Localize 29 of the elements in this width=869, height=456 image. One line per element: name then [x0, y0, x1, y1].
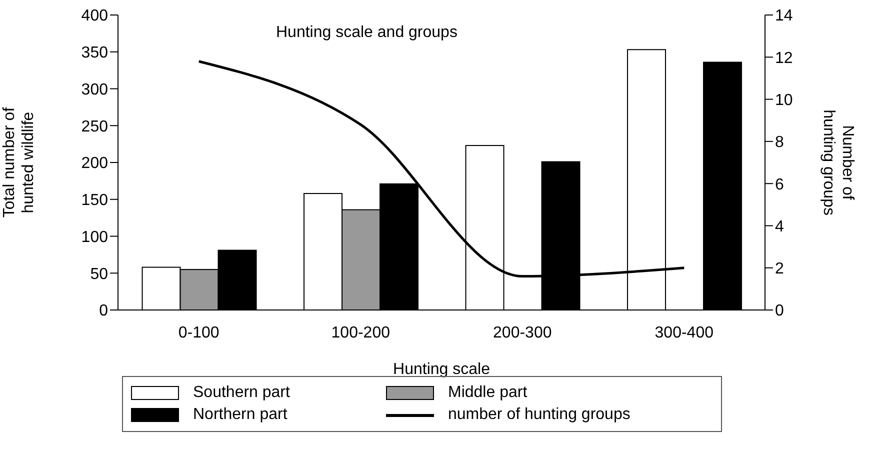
y-tick-label: 100 [81, 228, 108, 246]
y2-tick-label: 8 [775, 134, 784, 152]
y2-tick-label: 14 [775, 8, 793, 25]
x-tick-label: 0-100 [178, 324, 220, 342]
y2-tick-label: 6 [775, 176, 784, 194]
y2-axis-title: Number of hunting groups [820, 110, 856, 216]
legend-label: Northern part [193, 406, 288, 424]
x-tick-label: 200-300 [493, 324, 552, 342]
y2-tick-label: 12 [775, 50, 793, 67]
legend-label: Middle part [448, 384, 528, 402]
y-tick-label: 50 [90, 266, 108, 283]
y-tick-label: 0 [99, 302, 108, 320]
y-axis-title: Total number of hunted wildlife [1, 106, 37, 218]
y2-tick-label: 0 [775, 302, 784, 320]
y2-tick-label: 2 [775, 260, 784, 278]
y-tick-label: 250 [81, 118, 108, 136]
y-tick-label: 350 [81, 44, 108, 62]
legend-label: Southern part [193, 384, 290, 402]
y-tick-label: 400 [81, 8, 108, 25]
x-axis-title: Hunting scale [393, 361, 490, 378]
text: Hunting scale and groups [276, 24, 458, 41]
y-tick-label: 200 [81, 155, 108, 172]
y2-tick-label: 4 [775, 218, 784, 236]
y2-tick-label: 10 [775, 92, 793, 109]
y-tick-label: 150 [81, 192, 108, 210]
y-tick-label: 300 [81, 81, 108, 98]
x-tick-label: 100-200 [331, 324, 390, 342]
x-tick-label: 300-400 [654, 324, 714, 342]
legend-label: number of hunting groups [448, 406, 630, 424]
